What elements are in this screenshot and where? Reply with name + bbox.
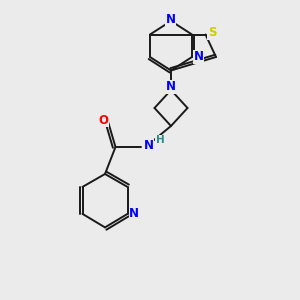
Text: N: N: [129, 207, 139, 220]
Text: N: N: [194, 50, 204, 64]
Text: H: H: [155, 135, 164, 146]
Text: N: N: [143, 139, 154, 152]
Text: O: O: [98, 113, 109, 127]
Text: N: N: [166, 80, 176, 94]
Text: N: N: [165, 13, 176, 26]
Text: S: S: [208, 26, 216, 40]
